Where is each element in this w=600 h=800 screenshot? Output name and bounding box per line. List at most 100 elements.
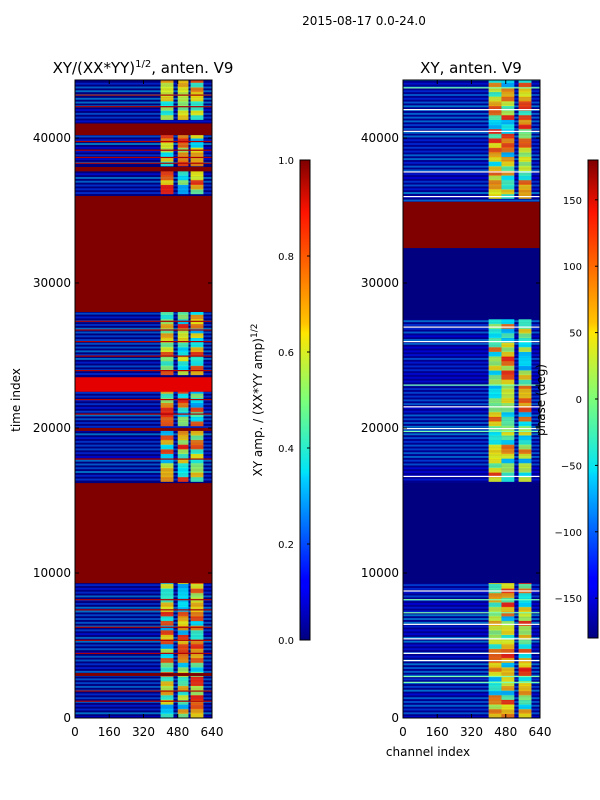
heatmap-hot-cell — [501, 648, 515, 654]
heatmap-hot-cell — [160, 680, 174, 687]
heatmap-hot-cell — [177, 105, 189, 111]
heatmap-noise-row — [403, 478, 540, 481]
heatmap-hot-cell — [177, 653, 189, 659]
heatmap-hot-cell — [501, 699, 515, 705]
heatmap-hot-cell — [160, 676, 174, 682]
heatmap-noise-row — [403, 648, 540, 651]
heatmap-noise-row — [75, 184, 212, 187]
heatmap-hot-cell — [488, 393, 502, 399]
heatmap-hot-cell — [190, 699, 204, 705]
heatmap-hot-cell — [501, 666, 515, 673]
heatmap-hot-cell — [518, 133, 532, 139]
heatmap-line — [75, 140, 212, 143]
heatmap-noise-row — [75, 180, 212, 183]
heatmap-hot-cell — [190, 708, 204, 714]
heatmap-hot-cell — [518, 388, 532, 394]
heatmap-hot-cell — [190, 138, 204, 144]
heatmap-hot-cell — [488, 704, 502, 710]
heatmap-noise-row — [75, 116, 212, 119]
heatmap-hot-cell — [518, 416, 532, 422]
heatmap-noise-row — [403, 112, 540, 115]
panel-amplitude: XY/(XX*YY)1/2, anten. V9 0 160 320 480 640 0… — [9, 59, 233, 739]
heatmap-hot-cell — [518, 472, 532, 478]
heatmap-hot-cell — [160, 472, 174, 478]
heatmap-hot-cell — [501, 374, 515, 380]
colorbar-tick-label: 0.0 — [278, 636, 294, 647]
heatmap-noise-row — [75, 150, 212, 153]
heatmap-noise-row — [403, 90, 540, 93]
heatmap-hot-cell — [518, 430, 532, 436]
heatmap-hot-cell — [488, 444, 502, 450]
heatmap-hot-cell — [488, 397, 502, 403]
heatmap-hot-cell — [501, 105, 515, 111]
heatmap-hot-cell — [501, 119, 515, 125]
heatmap-hot-cell — [501, 184, 515, 190]
heatmap-noise-row — [75, 361, 212, 364]
heatmap-hot-cell — [190, 676, 204, 682]
heatmap-hot-cell — [160, 356, 174, 362]
heatmap-hot-cell — [190, 611, 204, 617]
heatmap-noise-row — [403, 327, 540, 330]
heatmap-hot-cell — [488, 175, 502, 181]
heatmap-hot-cell — [488, 374, 502, 380]
heatmap-noise-row — [403, 154, 540, 157]
heatmap-hot-cell — [160, 620, 174, 626]
heatmap-hot-cell — [177, 639, 189, 645]
heatmap-hot-cell — [501, 671, 515, 677]
heatmap-noise-row — [75, 655, 212, 658]
heatmap-hot-cell — [160, 342, 174, 348]
heatmap-hot-cell — [518, 346, 532, 352]
heatmap-hot-cell — [488, 606, 502, 612]
heatmap-hot-cell — [518, 170, 532, 176]
heatmap-hot-cell — [488, 91, 502, 97]
x-tick-label: 480 — [494, 725, 517, 739]
heatmap-hot-cell — [177, 323, 189, 329]
heatmap-noise-row — [75, 584, 212, 587]
heatmap-hot-cell — [488, 332, 502, 339]
panel2-xlabel: channel index — [386, 745, 470, 759]
heatmap-hot-cell — [488, 611, 502, 617]
heatmap-noise-row — [403, 180, 540, 183]
heatmap-hot-cell — [518, 462, 532, 468]
heatmap-noise-row — [75, 339, 212, 341]
heatmap-noise-row — [403, 584, 540, 587]
heatmap-hot-cell — [190, 105, 204, 111]
heatmap-hot-cell — [501, 476, 515, 482]
heatmap-noise-row — [403, 395, 540, 398]
heatmap-noise-row — [403, 452, 540, 455]
heatmap-hot-cell — [160, 713, 174, 718]
heatmap-hot-cell — [190, 356, 204, 362]
heatmap-hot-cell — [160, 407, 174, 413]
y-tick-label: 0 — [63, 711, 71, 725]
heatmap-hot-cell — [160, 602, 174, 608]
colorbar2-ticks: −150 −100 −50 0 50 100 150 — [555, 196, 598, 605]
heatmap-hot-cell — [190, 100, 204, 107]
heatmap-hot-cell — [177, 680, 189, 687]
heatmap-hot-cell — [177, 356, 189, 362]
heatmap-noise-row — [403, 678, 540, 681]
heatmap-line — [403, 638, 540, 640]
heatmap-hot-cell — [177, 634, 189, 640]
heatmap-hot-cell — [518, 620, 532, 626]
heatmap-noise-row — [403, 701, 540, 703]
heatmap-hot-cell — [501, 430, 515, 436]
heatmap-hot-cell — [488, 383, 502, 390]
heatmap-noise-row — [75, 357, 212, 360]
heatmap-hot-cell — [177, 170, 189, 176]
colorbar-tick-label: 0.8 — [278, 252, 294, 263]
heatmap-noise-row — [403, 708, 540, 711]
heatmap-line — [403, 623, 540, 625]
heatmap-noise-row — [403, 369, 540, 372]
heatmap-line — [403, 475, 540, 478]
heatmap-line — [75, 94, 212, 96]
heatmap-hot-cell — [190, 657, 204, 663]
heatmap-hot-cell — [518, 639, 532, 645]
heatmap-hot-cell — [501, 639, 515, 645]
heatmap-noise-row — [403, 161, 540, 164]
heatmap-hot-cell — [177, 337, 189, 343]
heatmap-hot-cell — [488, 634, 502, 640]
heatmap-hot-cell — [177, 662, 189, 668]
heatmap-hot-cell — [501, 80, 515, 83]
heatmap-hot-cell — [518, 708, 532, 714]
heatmap-hot-cell — [488, 439, 502, 445]
